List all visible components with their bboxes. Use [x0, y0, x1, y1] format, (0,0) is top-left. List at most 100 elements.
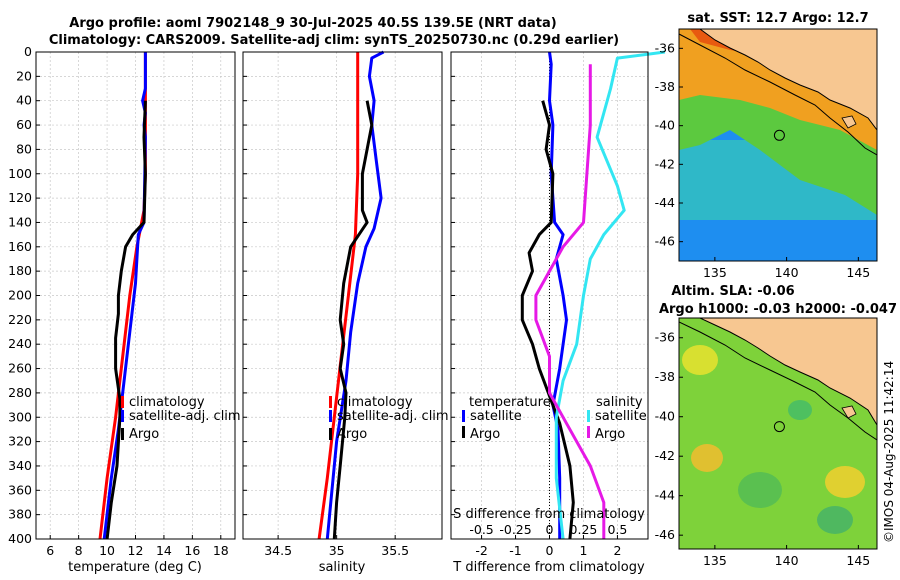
x-tick-label: 14 [156, 543, 172, 558]
legend-label-satellite: satellite-adj. clim [129, 409, 241, 424]
difference-legend: temperature salinity satellite Argo sate… [462, 395, 647, 442]
legend-swatch-t-satellite [462, 410, 465, 422]
map-lat-label: -46 [655, 527, 675, 542]
salinity-panel: 34.5 35 35.5 salinity climatology satellit… [242, 50, 449, 575]
watermark: ©IMOS 04-Aug-2025 11:42:14 [882, 361, 896, 543]
sla-land [700, 318, 877, 425]
legend-title-salinity: salinity [596, 395, 643, 410]
s-diff-tick-label: 0 [546, 522, 554, 537]
x-tick-label: -2 [475, 543, 487, 558]
x-tick-label: 8 [75, 543, 83, 558]
y-tick-label: 400 [8, 531, 32, 546]
sst-map-axes [678, 28, 878, 262]
y-tick-label: 160 [8, 239, 32, 254]
y-tick-label: 340 [8, 458, 32, 473]
x-tick-label: 0 [546, 543, 554, 558]
map-lon-label: 140 [775, 553, 799, 568]
temperature-xlabel: temperature (deg C) [68, 560, 202, 575]
x-tick-label: 35.5 [381, 543, 409, 558]
legend-label-s-argo: Argo [595, 427, 625, 442]
legend-title-temperature: temperature [469, 395, 551, 410]
x-tick-label: 10 [99, 543, 115, 558]
y-tick-label: 80 [16, 141, 32, 156]
sla-anomaly-1 [682, 345, 718, 375]
sla-anomaly-5 [738, 472, 782, 508]
sst-map: sat. SST: 12.7 Argo: 12.7 -36 -38 -40 -42 -4… [655, 11, 878, 280]
map-lat-label: -46 [655, 234, 675, 249]
y-tick-label: 180 [8, 263, 32, 278]
figure-title-line2: Climatology: CARS2009. Satellite-adj cli… [49, 33, 619, 48]
legend-label-t-satellite: satellite [470, 409, 522, 424]
x-tick-label: 16 [184, 543, 200, 558]
legend-swatch-argo [329, 428, 332, 440]
sla-isobath [679, 321, 877, 441]
sla-anomaly-3 [825, 466, 865, 498]
map-lat-label: -44 [655, 488, 675, 503]
sst-coastline [699, 29, 877, 131]
sst-island [841, 115, 857, 129]
legend-swatch-t-argo [462, 426, 465, 438]
sla-anomaly-4 [788, 400, 812, 420]
temperature-panel: 0 20 40 60 80 100 120 140 160 180 200 220 240 260 280 3… [8, 44, 240, 575]
map-lat-label: -44 [655, 195, 675, 210]
y-tick-label: 380 [8, 507, 32, 522]
map-lat-label: -38 [655, 79, 675, 94]
map-lat-label: -42 [655, 156, 675, 171]
map-lat-label: -36 [655, 330, 675, 345]
x-tick-label: 2 [613, 543, 621, 558]
y-tick-label: 240 [8, 336, 32, 351]
y-tick-label: 120 [8, 190, 32, 205]
x-tick-label: 12 [128, 543, 144, 558]
y-tick-label: 140 [8, 214, 32, 229]
map-lon-label: 140 [775, 265, 799, 280]
difference-axes [450, 51, 649, 540]
sla-anomaly-6 [817, 506, 853, 534]
y-tick-label: 220 [8, 312, 32, 327]
legend-swatch-s-argo [587, 426, 590, 438]
sla-island [841, 405, 857, 419]
s-diff-tick-label: -0.25 [499, 522, 531, 537]
salinity-xlabel: salinity [319, 560, 366, 575]
y-tick-label: 100 [8, 166, 32, 181]
series-argo [105, 100, 147, 540]
map-lon-label: 135 [703, 553, 727, 568]
sst-isobath [679, 33, 877, 156]
map-lon-label: 135 [703, 265, 727, 280]
y-tick-label: 260 [8, 361, 32, 376]
sla-coastline [699, 318, 877, 426]
y-tick-label: 60 [16, 117, 32, 132]
series-climatology [317, 52, 360, 540]
y-tick-label: 40 [16, 93, 32, 108]
y-tick-label: 0 [24, 44, 32, 59]
map-lat-label: -40 [655, 409, 675, 424]
legend-label-argo: Argo [337, 427, 367, 442]
salinity-legend: climatology satellite-adj. clim Argo [329, 395, 449, 442]
x-tick-label: 34.5 [264, 543, 292, 558]
x-tick-label: 6 [46, 543, 54, 558]
y-tick-label: 320 [8, 434, 32, 449]
legend-label-s-satellite: satellite [595, 409, 647, 424]
salinity-axes [242, 51, 443, 540]
s-diff-tick-label: 0.5 [607, 522, 627, 537]
map-lon-label: 145 [846, 553, 870, 568]
series-argo [332, 100, 374, 540]
y-tick-label: 20 [16, 68, 32, 83]
map-lat-label: -40 [655, 118, 675, 133]
legend-swatch-climatology [121, 396, 124, 408]
legend-label-climatology: climatology [337, 395, 413, 410]
series-s-argo [534, 64, 606, 539]
legend-label-climatology: climatology [129, 395, 205, 410]
sla-map: Altim. SLA: -0.06 Argo h1000: -0.03 h200… [655, 284, 897, 568]
series-satellite-adj-clim [325, 50, 385, 540]
sst-map-title: sat. SST: 12.7 Argo: 12.7 [687, 11, 868, 26]
sla-map-title-line2: Argo h1000: -0.03 h2000: -0.047 [659, 302, 897, 317]
difference-panel: -2 -1 0 1 2 -0.5 -0.25 0 0.25 0.5 T difference fr… [450, 50, 666, 575]
sla-map-axes [678, 317, 878, 550]
difference-xlabel-salinity: S difference from climatology [453, 507, 645, 522]
x-tick-label: 18 [213, 543, 229, 558]
y-tick-label: 280 [8, 385, 32, 400]
y-tick-label: 300 [8, 409, 32, 424]
x-tick-label: 35 [329, 543, 345, 558]
y-tick-label: 200 [8, 288, 32, 303]
